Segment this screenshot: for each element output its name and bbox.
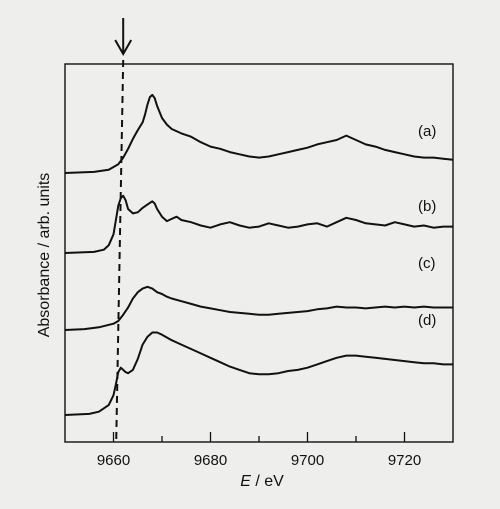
plot-frame — [64, 63, 454, 443]
series-line-b — [64, 194, 453, 254]
series-line-a — [64, 93, 454, 174]
arrow-head — [114, 39, 133, 57]
series-label-c: (c) — [418, 255, 436, 272]
x-tick-label: 9660 — [97, 452, 130, 469]
x-tick-label: 9680 — [194, 452, 227, 469]
arrow-down-icon — [114, 18, 133, 57]
series-line-c — [64, 285, 453, 331]
series-line-d — [64, 331, 453, 416]
series-label-d: (d) — [418, 312, 436, 329]
x-tick-label: 9720 — [388, 452, 421, 469]
y-axis-label: Absorbance / arb. units — [36, 173, 53, 338]
x-axis-label-symbol: E — [240, 473, 251, 490]
marker-dashed-line — [115, 59, 125, 443]
series-group — [64, 93, 454, 416]
series-labels: (a) (b) (c) (d) — [418, 123, 436, 329]
x-tick-label: 9700 — [291, 452, 324, 469]
x-axis-label: E / eV — [240, 473, 284, 490]
series-label-a: (a) — [418, 123, 436, 140]
series-label-b: (b) — [418, 198, 436, 215]
x-axis-ticks: 9660 9680 9700 9720 — [97, 432, 421, 469]
x-axis-label-unit: / eV — [251, 473, 284, 490]
